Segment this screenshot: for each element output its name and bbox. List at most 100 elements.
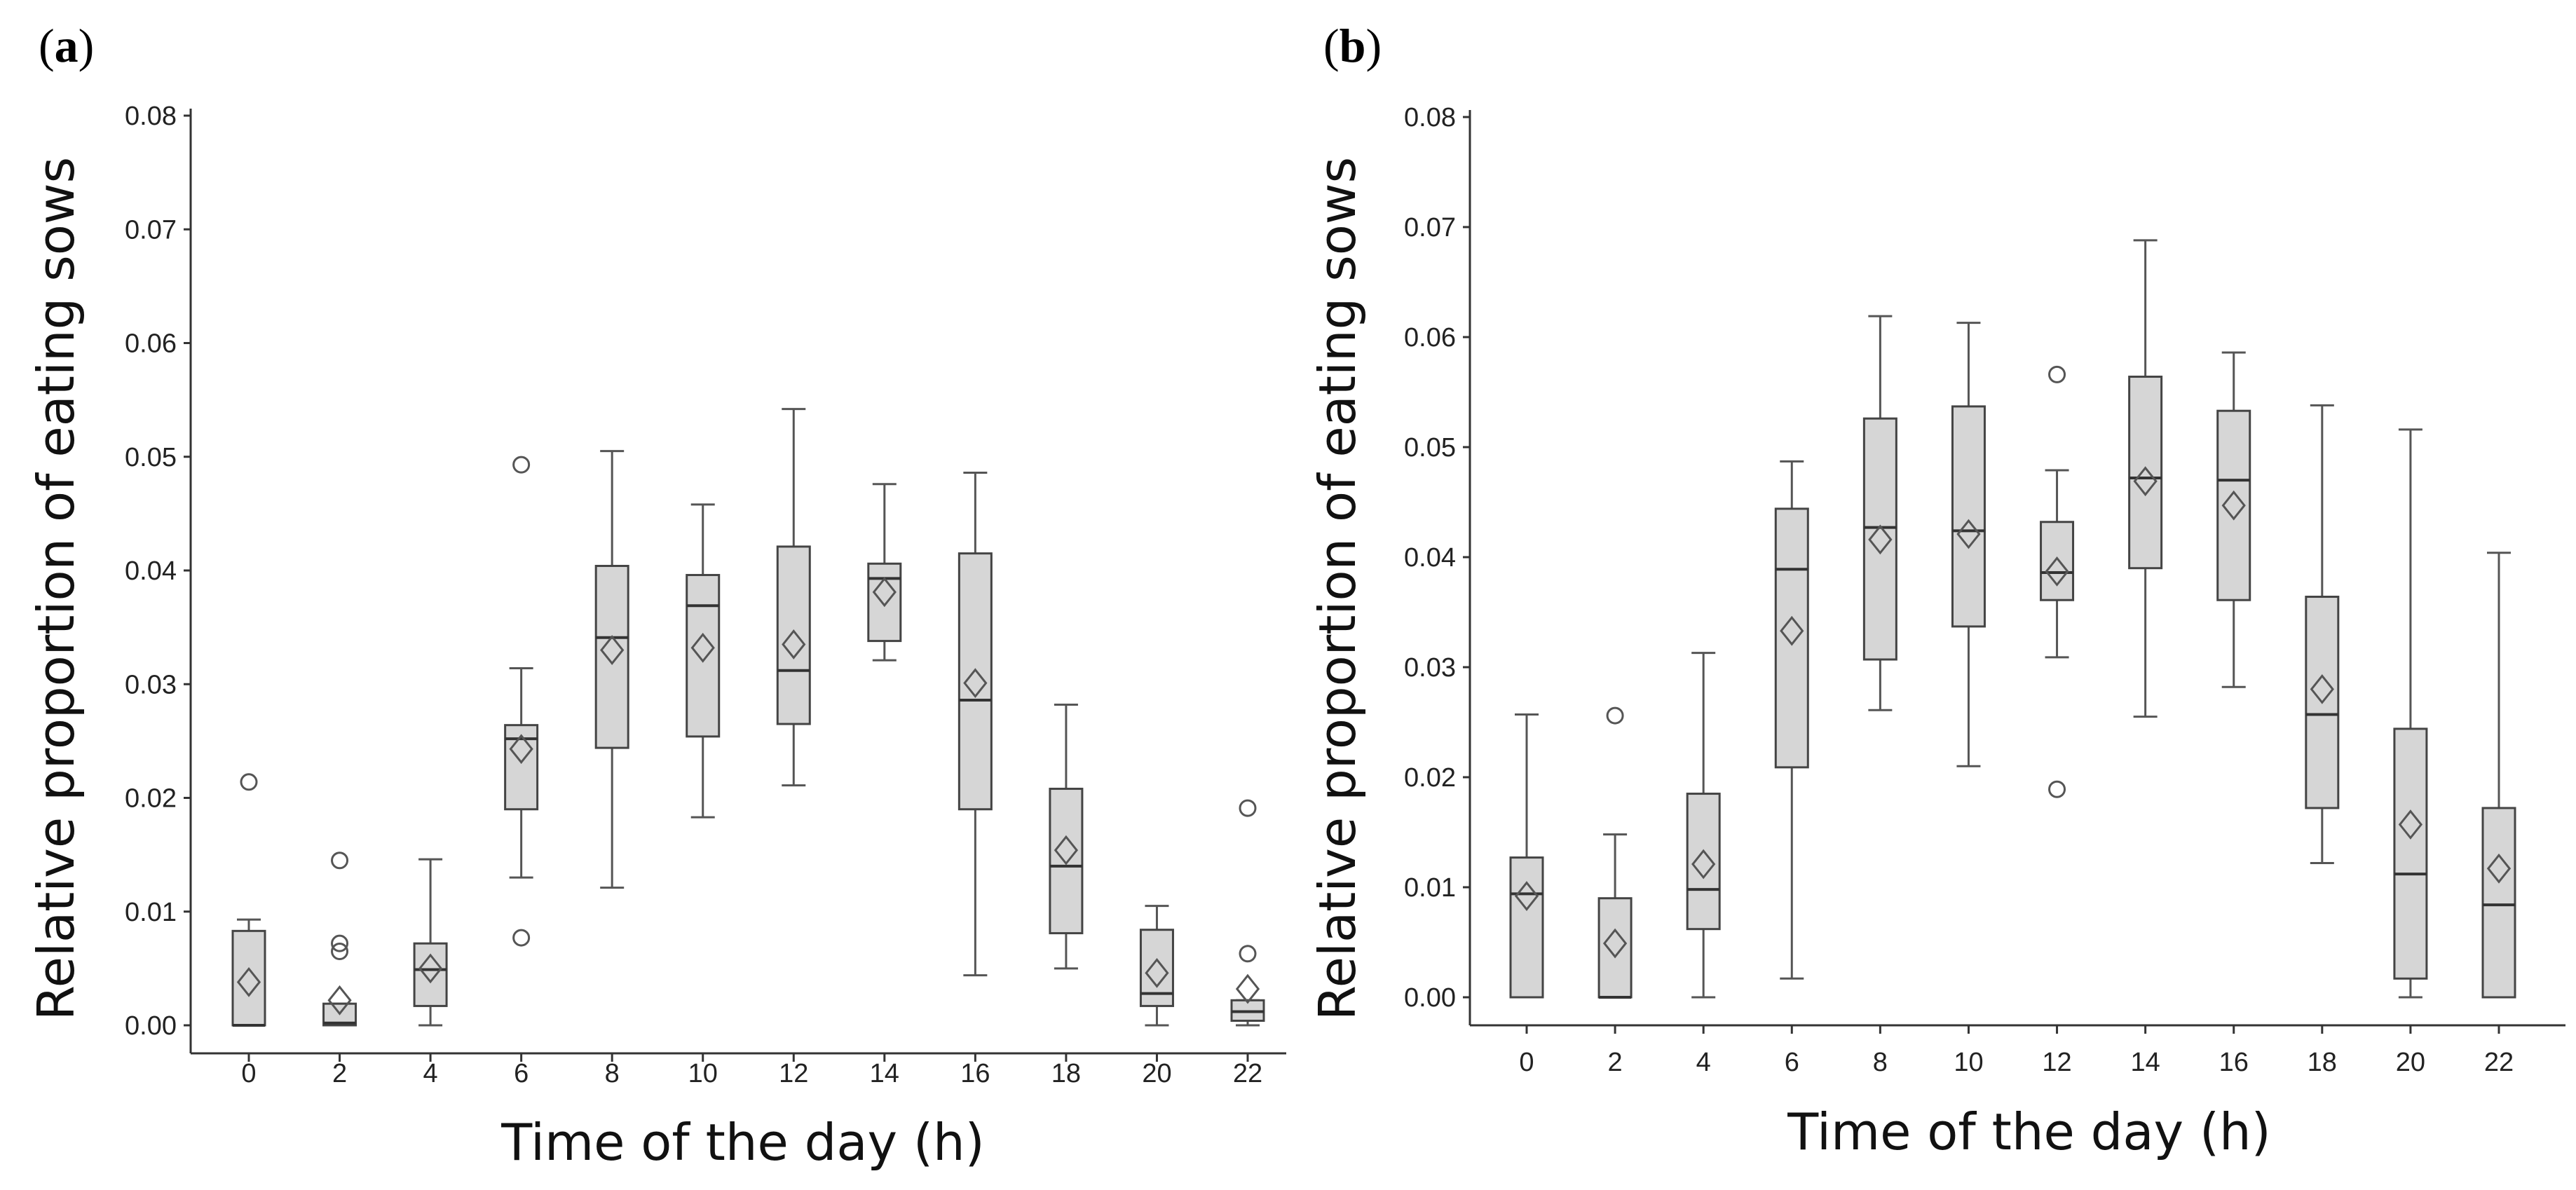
mean-diamond — [1602, 928, 1628, 959]
box-group-12 — [2040, 365, 2075, 798]
x-tick-label: 12 — [2042, 1048, 2071, 1077]
box-group-18 — [1049, 703, 1084, 970]
mean-diamond — [2310, 673, 2334, 704]
box-group-6 — [504, 456, 539, 947]
box-group-8 — [1862, 315, 1897, 711]
mean-diamond — [2133, 466, 2158, 497]
box-group-14 — [2128, 239, 2163, 718]
iqr-box — [1686, 793, 1721, 931]
x-tick-label: 20 — [2396, 1048, 2425, 1077]
x-tick-label: 22 — [2484, 1048, 2514, 1077]
mean-diamond — [1780, 615, 1804, 646]
y-tick-label: 0.06 — [125, 329, 177, 359]
x-tick-label: 16 — [960, 1059, 990, 1088]
mean-diamond — [1054, 835, 1079, 866]
box-group-22 — [1230, 799, 1265, 1027]
mean-diamond — [1145, 957, 1169, 988]
y-tick-label: 0.08 — [125, 102, 177, 131]
box-group-4 — [413, 858, 448, 1027]
iqr-box — [776, 545, 811, 725]
iqr-box — [2128, 376, 2163, 570]
box-group-2 — [322, 852, 357, 1027]
x-axis-title-a: Time of the day (h) — [500, 1113, 985, 1172]
mean-diamond — [872, 577, 897, 608]
outlier-point — [2048, 780, 2066, 798]
x-tick-label: 4 — [1696, 1048, 1711, 1077]
box-group-6 — [1774, 460, 1809, 980]
mean-diamond — [2398, 809, 2423, 840]
y-tick-label: 0.08 — [1404, 103, 1456, 132]
mean-diamond — [963, 668, 988, 699]
mean-diamond — [2045, 556, 2069, 587]
mean-diamond — [509, 734, 533, 765]
box-group-14 — [867, 483, 902, 662]
y-tick-label: 0.03 — [125, 670, 177, 699]
iqr-box — [2481, 807, 2516, 999]
outlier-point — [1606, 706, 1624, 725]
y-tick-label: 0.02 — [1404, 763, 1456, 793]
y-axis-title-b: Relative proportion of eating sows — [1308, 157, 1367, 1020]
x-tick-label: 8 — [605, 1059, 620, 1088]
box-group-18 — [2305, 404, 2340, 864]
iqr-box — [2040, 521, 2075, 601]
outlier-point — [331, 852, 349, 870]
x-axis-title-b: Time of the day (h) — [1787, 1102, 2271, 1161]
mean-diamond — [327, 985, 352, 1015]
mean-diamond — [1691, 849, 1716, 880]
x-tick-label: 12 — [779, 1059, 808, 1088]
iqr-box — [1774, 507, 1809, 769]
x-tick-label: 22 — [1233, 1059, 1262, 1088]
panel-label-b: (b) — [1323, 19, 1382, 72]
iqr-box — [594, 565, 629, 749]
iqr-box — [1597, 897, 1633, 999]
y-tick-label: 0.04 — [1404, 543, 1456, 573]
y-tick-label: 0.07 — [1404, 213, 1456, 242]
box-group-8 — [594, 450, 629, 889]
x-tick-label: 0 — [241, 1059, 256, 1088]
iqr-box — [867, 562, 902, 643]
mean-diamond — [1868, 524, 1893, 555]
box-group-12 — [776, 408, 811, 787]
box-group-20 — [1139, 905, 1174, 1027]
box-group-16 — [2216, 351, 2251, 688]
x-tick-label: 18 — [2308, 1048, 2337, 1077]
x-tick-label: 8 — [1873, 1048, 1888, 1077]
x-tick-label: 2 — [332, 1059, 347, 1088]
x-tick-label: 4 — [423, 1059, 438, 1088]
outlier-point — [1239, 799, 1257, 817]
y-tick-label: 0.01 — [125, 898, 177, 927]
y-tick-label: 0.03 — [1404, 653, 1456, 683]
box-group-4 — [1686, 652, 1721, 999]
iqr-box — [413, 942, 448, 1007]
iqr-box — [2393, 727, 2428, 980]
x-tick-label: 6 — [1785, 1048, 1799, 1077]
iqr-box — [1049, 788, 1084, 935]
x-tick-label: 10 — [1954, 1048, 1983, 1077]
mean-diamond — [2486, 853, 2512, 884]
outlier-point — [331, 934, 349, 952]
mean-diamond — [600, 635, 625, 665]
mean-diamond — [1956, 519, 1981, 549]
y-tick-label: 0.00 — [1404, 983, 1456, 1013]
x-tick-label: 0 — [1519, 1048, 1534, 1077]
mean-diamond — [236, 966, 261, 997]
mean-diamond — [782, 629, 806, 659]
iqr-box — [1951, 405, 1986, 628]
x-tick-label: 6 — [514, 1059, 529, 1088]
box-group-0 — [1509, 713, 1544, 999]
x-tick-label: 10 — [688, 1059, 718, 1088]
outlier-point — [240, 773, 258, 791]
x-tick-label: 18 — [1051, 1059, 1081, 1088]
mean-diamond — [690, 632, 715, 663]
outlier-point — [512, 456, 531, 474]
y-tick-label: 0.05 — [1404, 433, 1456, 463]
mean-diamond — [2221, 490, 2246, 521]
y-tick-label: 0.02 — [125, 784, 177, 814]
outlier-point — [331, 943, 349, 961]
y-tick-label: 0.00 — [125, 1011, 177, 1041]
panel-label-a: (a) — [39, 19, 94, 72]
mean-diamond — [418, 953, 443, 984]
y-tick-label: 0.01 — [1404, 873, 1456, 903]
box-group-20 — [2393, 428, 2428, 999]
x-tick-label: 2 — [1608, 1048, 1623, 1077]
